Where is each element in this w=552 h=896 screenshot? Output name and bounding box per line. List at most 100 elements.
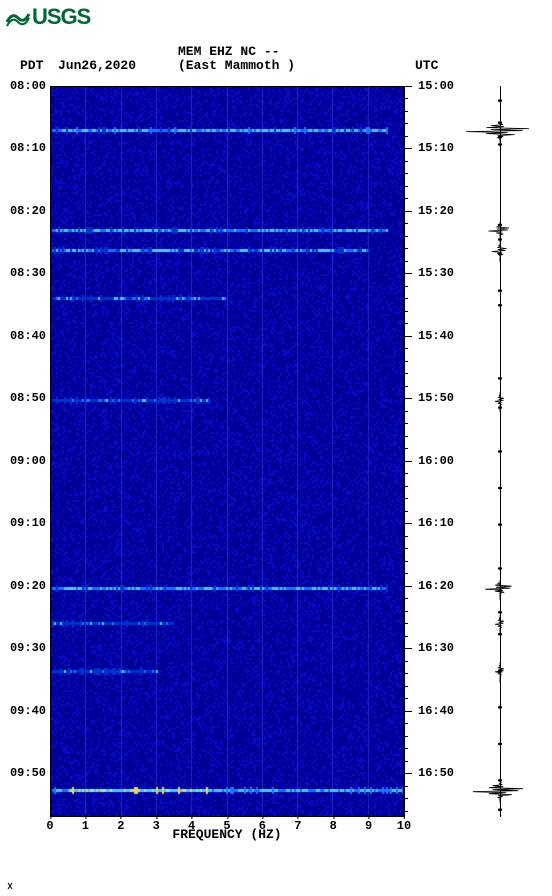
y-right-minor bbox=[404, 711, 408, 712]
y-right-minor bbox=[404, 736, 408, 737]
y-right-minor bbox=[404, 586, 408, 587]
tz-left-label: PDT bbox=[20, 58, 43, 73]
y-right-minor bbox=[404, 648, 408, 649]
y-right-minor bbox=[404, 636, 408, 637]
y-right-minor bbox=[404, 773, 408, 774]
station-label: MEM EHZ NC -- bbox=[178, 44, 279, 59]
y-right-minor bbox=[404, 323, 408, 324]
y-right-minor bbox=[404, 436, 408, 437]
logo-text: USGS bbox=[32, 4, 90, 30]
y-left-tick: 08:10 bbox=[10, 141, 46, 155]
y-right-minor bbox=[404, 561, 408, 562]
y-right-minor bbox=[404, 186, 408, 187]
y-right-minor bbox=[404, 523, 408, 524]
y-left-tick: 08:20 bbox=[10, 204, 46, 218]
y-right-minor bbox=[404, 286, 408, 287]
date-label: Jun26,2020 bbox=[58, 58, 136, 73]
y-left-tick: 08:00 bbox=[10, 79, 46, 93]
y-right-tick: 16:50 bbox=[418, 766, 454, 780]
y-right-minor bbox=[404, 511, 408, 512]
y-right-minor bbox=[404, 761, 408, 762]
y-left-tick: 09:20 bbox=[10, 579, 46, 593]
y-right-tick: 16:20 bbox=[418, 579, 454, 593]
y-right-minor bbox=[404, 786, 408, 787]
y-right-minor bbox=[404, 611, 408, 612]
y-right-tick: 15:20 bbox=[418, 204, 454, 218]
y-left-tick: 08:50 bbox=[10, 391, 46, 405]
y-right-minor bbox=[404, 723, 408, 724]
y-right-minor bbox=[404, 423, 408, 424]
y-right-minor bbox=[404, 198, 408, 199]
y-right-minor bbox=[404, 173, 408, 174]
y-right-minor bbox=[404, 536, 408, 537]
y-right-tick: 16:00 bbox=[418, 454, 454, 468]
y-right-minor bbox=[404, 98, 408, 99]
y-right-minor bbox=[404, 373, 408, 374]
y-right-minor bbox=[404, 698, 408, 699]
y-right-minor bbox=[404, 473, 408, 474]
y-right-minor bbox=[404, 411, 408, 412]
y-right-minor bbox=[404, 448, 408, 449]
y-right-minor bbox=[404, 136, 408, 137]
y-right-minor bbox=[404, 811, 408, 812]
waveform-svg bbox=[460, 86, 540, 817]
y-axis-right: 15:0015:1015:2015:3015:4015:5016:0016:10… bbox=[404, 86, 454, 817]
y-right-minor bbox=[404, 161, 408, 162]
y-right-minor bbox=[404, 623, 408, 624]
y-right-minor bbox=[404, 148, 408, 149]
usgs-logo: USGS bbox=[6, 4, 90, 30]
y-right-minor bbox=[404, 386, 408, 387]
y-right-minor bbox=[404, 398, 408, 399]
spectrogram-canvas bbox=[50, 86, 404, 817]
y-right-minor bbox=[404, 548, 408, 549]
y-right-tick: 15:30 bbox=[418, 266, 454, 280]
y-right-minor bbox=[404, 461, 408, 462]
y-right-minor bbox=[404, 673, 408, 674]
y-left-tick: 09:40 bbox=[10, 704, 46, 718]
y-right-minor bbox=[404, 336, 408, 337]
y-right-minor bbox=[404, 348, 408, 349]
y-right-minor bbox=[404, 123, 408, 124]
y-right-minor bbox=[404, 236, 408, 237]
y-right-minor bbox=[404, 486, 408, 487]
y-right-tick: 15:00 bbox=[418, 79, 454, 93]
y-right-minor bbox=[404, 111, 408, 112]
footer-icon bbox=[6, 878, 16, 888]
waveform-column bbox=[460, 86, 540, 817]
x-axis-label: FREQUENCY (HZ) bbox=[50, 827, 404, 842]
y-left-tick: 09:10 bbox=[10, 516, 46, 530]
y-right-minor bbox=[404, 661, 408, 662]
y-right-minor bbox=[404, 86, 408, 87]
y-right-minor bbox=[404, 748, 408, 749]
y-right-tick: 15:50 bbox=[418, 391, 454, 405]
location-label: (East Mammoth ) bbox=[178, 58, 295, 73]
tz-right-label: UTC bbox=[415, 58, 438, 73]
y-right-minor bbox=[404, 261, 408, 262]
y-right-minor bbox=[404, 498, 408, 499]
y-right-tick: 15:40 bbox=[418, 329, 454, 343]
y-right-tick: 16:10 bbox=[418, 516, 454, 530]
y-right-minor bbox=[404, 273, 408, 274]
y-right-tick: 15:10 bbox=[418, 141, 454, 155]
y-right-minor bbox=[404, 298, 408, 299]
y-left-tick: 08:40 bbox=[10, 329, 46, 343]
y-right-border bbox=[404, 86, 405, 817]
y-right-tick: 16:40 bbox=[418, 704, 454, 718]
y-right-minor bbox=[404, 573, 408, 574]
y-left-tick: 09:50 bbox=[10, 766, 46, 780]
y-right-minor bbox=[404, 311, 408, 312]
y-left-tick: 08:30 bbox=[10, 266, 46, 280]
y-right-minor bbox=[404, 248, 408, 249]
y-right-minor bbox=[404, 798, 408, 799]
y-right-minor bbox=[404, 361, 408, 362]
y-right-minor bbox=[404, 223, 408, 224]
y-axis-left: 08:0008:1008:2008:3008:4008:5009:0009:10… bbox=[0, 86, 48, 817]
y-right-tick: 16:30 bbox=[418, 641, 454, 655]
wave-icon bbox=[6, 6, 30, 28]
y-right-minor bbox=[404, 686, 408, 687]
y-right-minor bbox=[404, 598, 408, 599]
y-right-minor bbox=[404, 211, 408, 212]
y-left-tick: 09:00 bbox=[10, 454, 46, 468]
spectrogram-chart bbox=[50, 86, 404, 817]
y-left-tick: 09:30 bbox=[10, 641, 46, 655]
